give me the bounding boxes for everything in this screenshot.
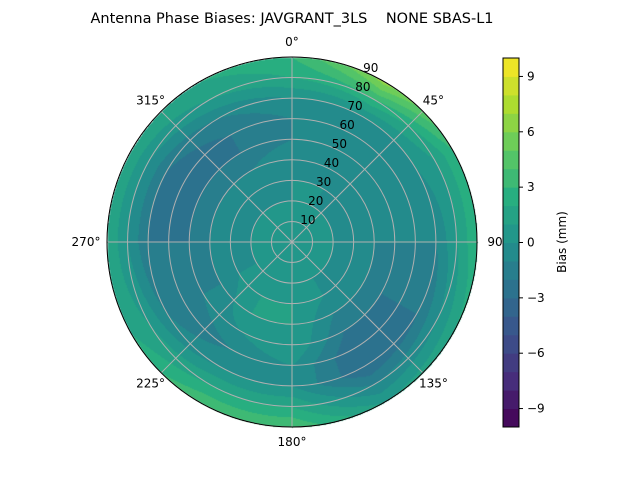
angular-tick-label: 270° <box>72 235 101 249</box>
colorbar-ticks: −9 −6 −3 0 3 6 9 <box>519 69 545 416</box>
angular-tick-labels: 0°45°90°135°180°225°270°315° <box>72 35 509 449</box>
colorbar-band <box>503 353 519 373</box>
colorbar-tick-label: −6 <box>527 346 545 360</box>
colorbar-band <box>503 316 519 336</box>
colorbar-label: Bias (mm) <box>555 211 569 273</box>
colorbar-tick-label: −3 <box>527 291 545 305</box>
colorbar-band <box>503 408 519 428</box>
colorbar-band <box>503 260 519 280</box>
colorbar-band <box>503 113 519 133</box>
radial-tick-label: 90 <box>363 61 378 75</box>
angular-tick-label: 45° <box>423 94 444 108</box>
colorbar-band <box>503 58 519 77</box>
colorbar-band <box>503 150 519 170</box>
angular-gridline <box>160 110 293 243</box>
colorbar-tick-label: 3 <box>527 180 535 194</box>
angular-gridline <box>160 241 293 374</box>
angular-tick-label: 225° <box>136 376 165 390</box>
colorbar-tick-label: −9 <box>527 402 545 416</box>
angular-tick-label: 315° <box>136 94 165 108</box>
radial-tick-label: 20 <box>308 194 323 208</box>
colorbar-band <box>503 279 519 299</box>
colorbar <box>502 57 520 428</box>
colorbar-band <box>503 242 519 262</box>
angular-tick-label: 135° <box>419 376 448 390</box>
colorbar-tick-label: 0 <box>527 236 535 250</box>
colorbar-band <box>503 371 519 391</box>
colorbar-band <box>503 131 519 151</box>
colorbar-tick-label: 9 <box>527 69 535 83</box>
radial-tick-label: 10 <box>300 213 315 227</box>
radial-tick-label: 50 <box>332 137 347 151</box>
colorbar-band <box>503 334 519 354</box>
radial-tick-labels: 10 20 30 40 50 60 70 80 90 <box>300 61 378 227</box>
colorbar-band <box>503 224 519 243</box>
colorbar-band <box>503 297 519 317</box>
angular-gridline <box>291 241 424 374</box>
colorbar-band <box>503 94 519 114</box>
radial-tick-label: 30 <box>316 175 331 189</box>
radial-tick-label: 40 <box>324 156 339 170</box>
angular-gridline <box>291 110 424 243</box>
colorbar-band <box>503 205 519 225</box>
radial-tick-label: 60 <box>340 118 355 132</box>
radial-tick-label: 80 <box>355 80 370 94</box>
polar-grid <box>106 56 478 428</box>
chart-title: Antenna Phase Biases: JAVGRANT_3LS NONE … <box>90 11 493 27</box>
colorbar-band <box>503 76 519 96</box>
colorbar-band <box>503 187 519 207</box>
angular-tick-label: 180° <box>278 435 307 449</box>
colorbar-band <box>503 168 519 188</box>
colorbar-band <box>503 390 519 410</box>
angular-tick-label: 0° <box>285 35 299 49</box>
colorbar-tick-label: 6 <box>527 125 535 139</box>
radial-tick-label: 70 <box>347 99 362 113</box>
polar-frame <box>106 56 478 428</box>
